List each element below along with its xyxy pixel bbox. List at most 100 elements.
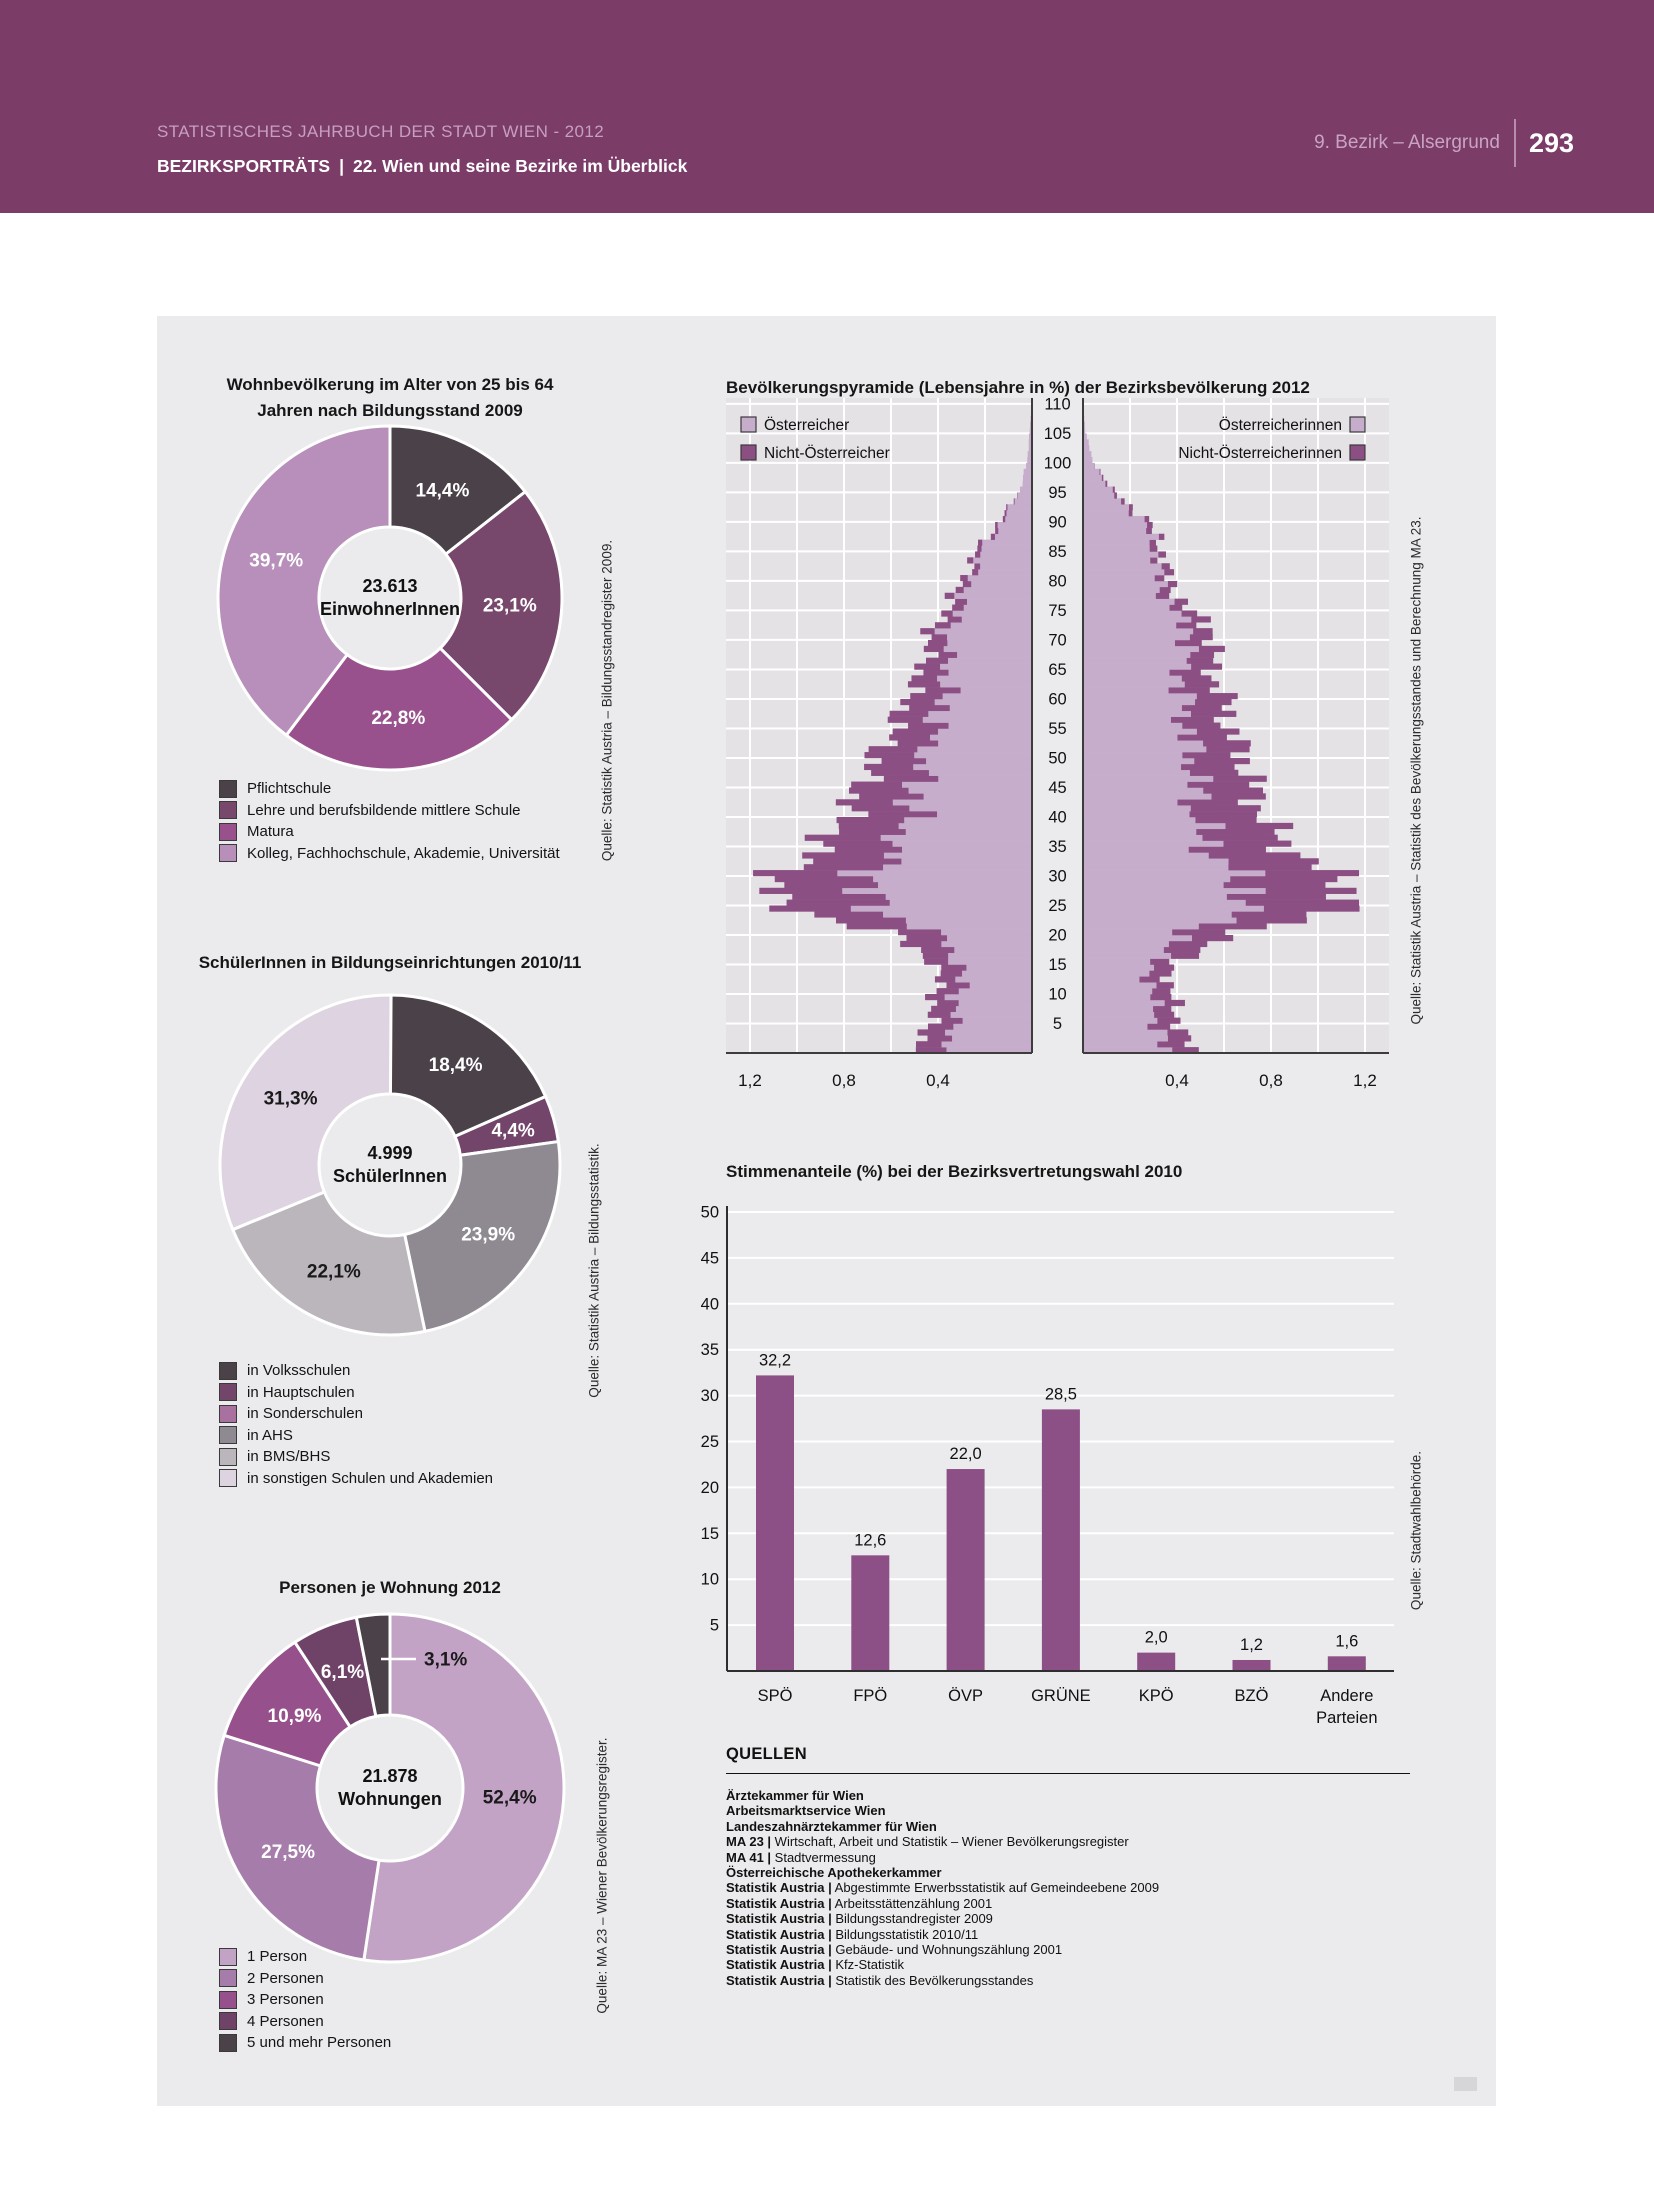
pyramid-axes — [726, 398, 1389, 1054]
bar-male-austrian — [913, 763, 1032, 771]
bar-female-foreign — [1203, 787, 1263, 794]
bar-male-foreign — [931, 634, 948, 641]
bar-value-label: 22,0 — [950, 1445, 982, 1463]
bar-female-foreign — [1231, 911, 1307, 918]
bar-female-austrian — [1083, 923, 1199, 930]
bar-female-foreign — [1184, 681, 1220, 688]
election-category-labels: SPÖ FPÖ ÖVP GRÜNE KPÖ BZÖ Andere Parteien — [758, 1687, 1378, 1727]
bar-male-foreign — [915, 1047, 947, 1054]
svg-text:90: 90 — [1048, 513, 1066, 531]
bar-female-austrian — [1083, 1017, 1158, 1024]
svg-text:0,4: 0,4 — [1165, 1071, 1189, 1090]
bar-male-austrian — [883, 864, 1032, 871]
bar-female-austrian — [1083, 787, 1204, 794]
bar-male-foreign — [941, 1017, 963, 1024]
legend-swatch — [219, 1404, 237, 1423]
bar-male-austrian — [922, 716, 1032, 723]
bar-female-austrian — [1083, 604, 1170, 611]
bar-female-austrian — [1083, 616, 1192, 623]
bar-female-austrian — [1083, 468, 1100, 476]
bar-male-foreign — [906, 934, 948, 942]
svg-text:65: 65 — [1048, 661, 1066, 679]
bar-female-austrian — [1083, 492, 1115, 499]
bar-male-austrian — [982, 539, 1032, 546]
section-title-bold: BEZIRKSPORTRÄTS — [157, 156, 331, 176]
bar-female-foreign — [1182, 752, 1231, 759]
bar-female-austrian — [1083, 704, 1182, 712]
bar-male-foreign — [972, 569, 979, 576]
source-item: MA 23 | Wirtschaft, Arbeit und Statistik… — [726, 1834, 1426, 1849]
bar-female-foreign — [1157, 1017, 1181, 1024]
source-name: Statistik Austria | — [726, 1880, 832, 1896]
bar-male-austrian — [914, 752, 1032, 759]
bar-male-austrian — [957, 651, 1032, 658]
bar-male-foreign — [851, 805, 910, 812]
bar-male-austrian — [892, 840, 1032, 847]
bar-female-austrian — [1083, 622, 1177, 629]
source-item: MA 41 | Stadtvermessung — [726, 1850, 1426, 1865]
bar-female-foreign — [1188, 846, 1266, 853]
bar-male-foreign — [803, 864, 884, 871]
bar-male-foreign — [914, 663, 941, 670]
bar-male-austrian — [905, 828, 1032, 835]
population-pyramid-chart: 5 10 15 20 25 30 35 40 45 50 55 60 65 70 75 80 85 90 95 100… — [717, 391, 1407, 1111]
legend-label: in Hauptschulen — [247, 1383, 355, 1401]
bar-female-austrian — [1083, 752, 1183, 759]
legend-item: in sonstigen Schulen und Akademien — [219, 1468, 493, 1490]
bar-female-foreign — [1163, 946, 1201, 953]
bar-female-foreign — [1228, 864, 1312, 871]
source-item: Arbeitsmarktservice Wien — [726, 1803, 1426, 1818]
bar-male-austrian — [948, 722, 1032, 729]
bar-male-austrian — [1028, 439, 1032, 446]
bar-female-austrian — [1083, 698, 1196, 706]
bar-female-austrian — [1083, 781, 1188, 788]
bar-female-austrian — [1083, 639, 1175, 647]
legend-label: 5 und mehr Personen — [247, 2034, 392, 2052]
bar-male-austrian — [902, 781, 1032, 788]
svg-text:0,8: 0,8 — [832, 1071, 856, 1090]
legend-label: in sonstigen Schulen und Akademien — [247, 1469, 494, 1487]
bar-male-austrian — [980, 563, 1032, 570]
source-name: MA 41 | — [726, 1849, 772, 1865]
pyramid-legend: Österreicher Nicht-Österreicher Österreich… — [740, 416, 1366, 462]
svg-text:1,2: 1,2 — [738, 1071, 762, 1090]
bar-female-austrian — [1083, 917, 1237, 924]
bar-female-foreign — [1146, 527, 1152, 535]
bar-female-austrian — [1083, 716, 1171, 723]
legend-label: Österreicher — [764, 416, 849, 434]
bar-male-austrian — [952, 1035, 1032, 1042]
bar-male-austrian — [885, 893, 1032, 900]
header-right: 9. Bezirk – Alsergrund 293 — [1314, 112, 1574, 174]
bar-female-austrian — [1083, 940, 1169, 948]
sources-list: Ärztekammer für Wien Arbeitsmarktservice … — [726, 1788, 1426, 1988]
source-item: Statistik Austria | Bildungsstatistik 20… — [726, 1927, 1426, 1942]
bar-female-austrian — [1083, 445, 1090, 452]
bar-female-austrian — [1083, 805, 1191, 812]
bar-female-austrian — [1083, 1023, 1148, 1030]
bar-male-foreign — [859, 793, 924, 800]
bar-male-foreign — [887, 716, 923, 723]
bar-female-foreign — [1198, 923, 1267, 930]
sources-heading: QUELLEN — [726, 1745, 807, 1763]
bar-female-foreign — [1158, 533, 1165, 540]
bar-female-austrian — [1083, 946, 1164, 953]
slice-label: 22,1% — [307, 1262, 361, 1283]
legend-item: 3 Personen — [219, 1989, 391, 2011]
source-name: Statistik Austria | — [726, 1895, 832, 1911]
header-divider — [1513, 119, 1516, 167]
bar-female-austrian — [1083, 557, 1151, 564]
bar-male-austrian — [994, 533, 1032, 540]
svg-text:ÖVP: ÖVP — [948, 1687, 983, 1705]
bar-female-foreign — [1161, 563, 1170, 570]
bar-female-foreign — [1177, 799, 1238, 806]
pyramid-x-ticks: 0,4 0,4 0,8 0,8 1,2 1,2 — [738, 1071, 1377, 1090]
slice-label: 23,1% — [483, 596, 537, 617]
legend-swatch — [219, 1383, 237, 1402]
bar-male-austrian — [937, 675, 1032, 682]
bar-female-austrian — [1083, 628, 1194, 635]
bar-male-austrian — [926, 757, 1032, 765]
legend-item: in Volksschulen — [219, 1360, 493, 1382]
bar-female-foreign — [1196, 828, 1275, 835]
bar-female-foreign — [1181, 610, 1198, 617]
bar-male-foreign — [898, 929, 942, 936]
